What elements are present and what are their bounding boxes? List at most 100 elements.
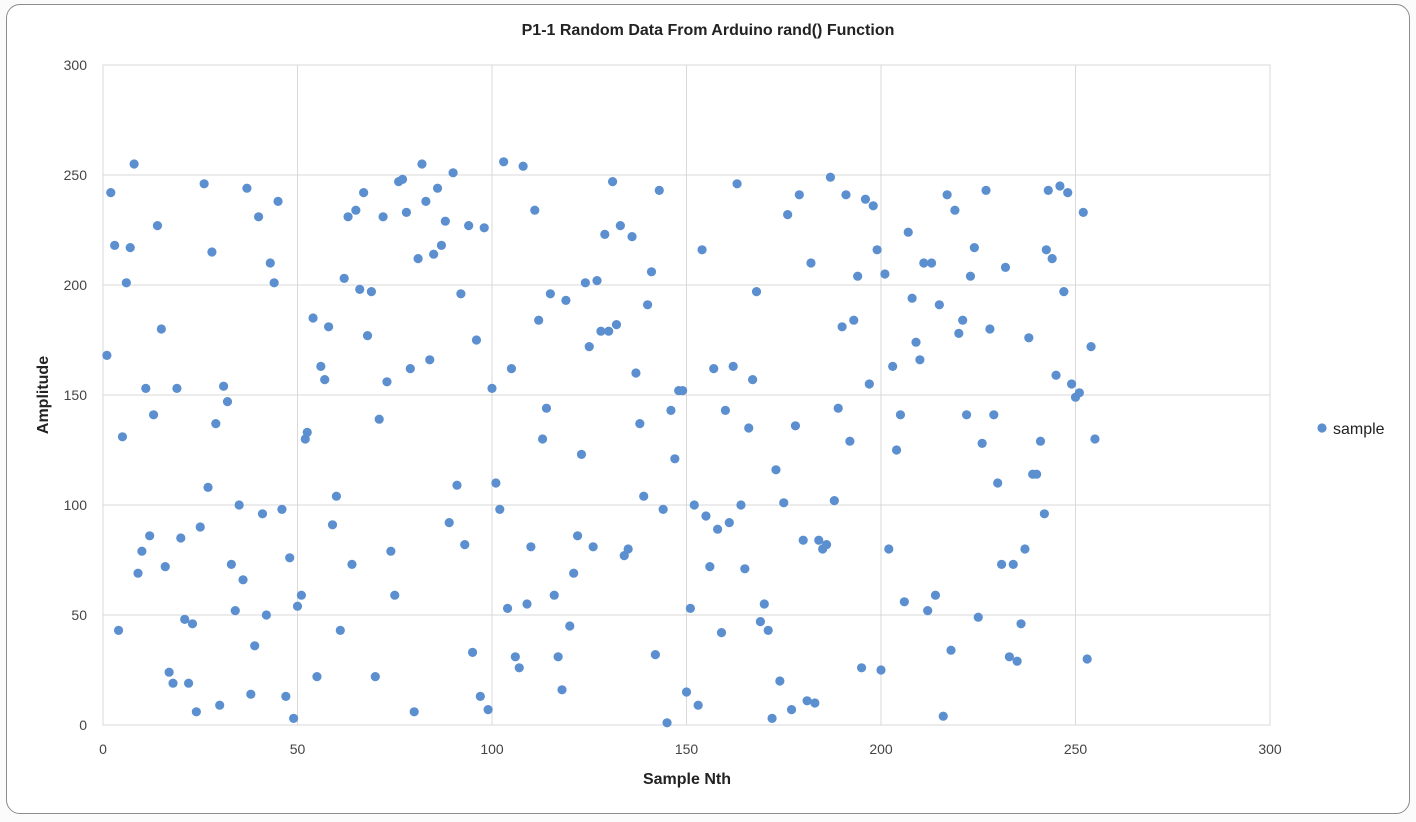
data-point[interactable] <box>716 628 727 638</box>
data-point[interactable] <box>440 216 450 226</box>
data-point[interactable] <box>903 227 913 237</box>
data-point[interactable] <box>678 386 688 396</box>
data-point[interactable] <box>413 254 423 264</box>
data-point[interactable] <box>899 597 909 607</box>
data-point[interactable] <box>915 355 925 365</box>
data-point[interactable] <box>378 212 388 222</box>
data-point[interactable] <box>156 324 166 334</box>
data-point[interactable] <box>934 300 944 310</box>
data-point[interactable] <box>222 397 233 407</box>
data-point[interactable] <box>362 331 373 341</box>
data-point[interactable] <box>510 652 520 662</box>
data-point[interactable] <box>891 445 902 455</box>
data-point[interactable] <box>856 663 867 673</box>
data-point[interactable] <box>724 518 734 528</box>
data-point[interactable] <box>868 201 878 211</box>
data-point[interactable] <box>534 315 544 325</box>
data-point[interactable] <box>514 663 524 673</box>
data-point[interactable] <box>996 559 1007 570</box>
data-point[interactable] <box>993 478 1003 488</box>
data-point[interactable] <box>681 687 692 697</box>
data-point[interactable] <box>872 245 882 255</box>
data-point[interactable] <box>961 410 972 420</box>
data-point[interactable] <box>448 168 458 178</box>
data-point[interactable] <box>623 544 633 554</box>
data-point[interactable] <box>250 641 260 651</box>
data-point[interactable] <box>397 174 408 184</box>
data-point[interactable] <box>1078 207 1088 217</box>
data-point[interactable] <box>168 678 178 688</box>
data-point[interactable] <box>771 465 781 475</box>
data-point[interactable] <box>234 500 244 510</box>
data-point[interactable] <box>849 315 859 325</box>
data-point[interactable] <box>483 705 493 715</box>
data-point[interactable] <box>767 713 777 724</box>
data-point[interactable] <box>561 295 571 305</box>
data-point[interactable] <box>600 229 610 239</box>
data-point[interactable] <box>312 672 322 682</box>
data-point[interactable] <box>565 621 575 631</box>
data-point[interactable] <box>409 707 419 717</box>
data-point[interactable] <box>246 689 256 699</box>
data-point[interactable] <box>810 698 820 708</box>
data-point[interactable] <box>895 410 906 420</box>
data-point[interactable] <box>1012 656 1022 666</box>
data-point[interactable] <box>1039 509 1049 519</box>
data-point[interactable] <box>405 364 415 374</box>
data-point[interactable] <box>946 645 956 655</box>
data-point[interactable] <box>720 405 731 415</box>
data-point[interactable] <box>502 603 513 614</box>
data-point[interactable] <box>763 625 773 636</box>
data-point[interactable] <box>265 258 275 268</box>
data-point[interactable] <box>783 210 793 220</box>
data-point[interactable] <box>569 568 579 578</box>
data-point[interactable] <box>215 700 225 710</box>
data-point[interactable] <box>786 705 797 715</box>
data-point[interactable] <box>289 713 299 724</box>
data-point[interactable] <box>1051 370 1061 380</box>
data-point[interactable] <box>685 603 695 614</box>
data-point[interactable] <box>499 157 509 167</box>
data-point[interactable] <box>359 188 369 198</box>
data-point[interactable] <box>475 691 485 702</box>
data-point[interactable] <box>335 625 345 636</box>
data-point[interactable] <box>327 520 338 530</box>
data-point[interactable] <box>331 491 341 501</box>
data-point[interactable] <box>195 522 205 532</box>
data-point[interactable] <box>370 672 380 682</box>
data-point[interactable] <box>382 377 392 387</box>
data-point[interactable] <box>989 410 999 420</box>
data-point[interactable] <box>1043 185 1053 195</box>
data-point[interactable] <box>615 221 625 231</box>
data-point[interactable] <box>421 196 431 206</box>
data-point[interactable] <box>269 278 279 288</box>
data-point[interactable] <box>907 293 917 303</box>
data-point[interactable] <box>281 691 291 702</box>
data-point[interactable] <box>296 590 306 600</box>
data-point[interactable] <box>666 405 676 415</box>
data-point[interactable] <box>417 159 427 169</box>
data-point[interactable] <box>1086 342 1096 352</box>
data-point[interactable] <box>954 328 964 338</box>
data-point[interactable] <box>238 575 248 585</box>
data-point[interactable] <box>837 322 847 332</box>
data-point[interactable] <box>429 249 439 259</box>
data-point[interactable] <box>1024 333 1034 343</box>
data-point[interactable] <box>643 300 653 310</box>
data-point[interactable] <box>242 183 252 193</box>
data-point[interactable] <box>833 403 843 413</box>
data-point[interactable] <box>452 480 462 490</box>
data-point[interactable] <box>1055 181 1065 191</box>
data-point[interactable] <box>775 676 785 686</box>
data-point[interactable] <box>798 535 808 545</box>
data-point[interactable] <box>911 337 921 347</box>
data-point[interactable] <box>487 383 497 393</box>
data-point[interactable] <box>697 245 707 255</box>
data-point[interactable] <box>129 159 139 169</box>
data-point[interactable] <box>841 190 851 200</box>
data-point[interactable] <box>183 678 194 688</box>
data-point[interactable] <box>821 540 832 550</box>
data-point[interactable] <box>479 223 489 233</box>
data-point[interactable] <box>736 500 746 510</box>
data-point[interactable] <box>187 619 198 629</box>
